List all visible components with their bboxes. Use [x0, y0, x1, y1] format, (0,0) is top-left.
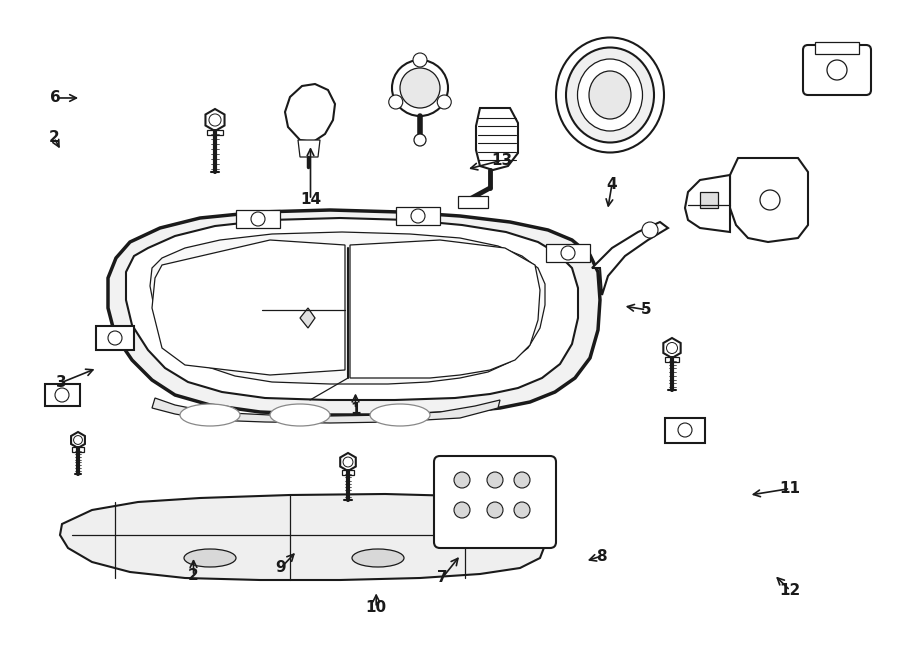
Polygon shape: [700, 192, 718, 208]
Text: 5: 5: [641, 303, 652, 317]
FancyBboxPatch shape: [803, 45, 871, 95]
Text: 9: 9: [275, 561, 286, 575]
Bar: [236, 210, 280, 228]
Polygon shape: [685, 175, 730, 232]
Polygon shape: [150, 232, 545, 384]
Circle shape: [411, 209, 425, 223]
FancyBboxPatch shape: [434, 456, 556, 548]
Text: 2: 2: [49, 130, 59, 145]
Circle shape: [642, 222, 658, 238]
Polygon shape: [285, 84, 335, 142]
Text: 13: 13: [491, 153, 513, 167]
Text: 4: 4: [607, 177, 617, 191]
Bar: [546, 244, 590, 262]
Circle shape: [454, 472, 470, 488]
Circle shape: [343, 457, 353, 467]
Circle shape: [108, 331, 122, 345]
Ellipse shape: [180, 404, 240, 426]
Bar: [665, 357, 679, 362]
Polygon shape: [152, 398, 500, 423]
Circle shape: [74, 436, 83, 444]
Polygon shape: [152, 240, 345, 375]
Polygon shape: [205, 109, 224, 131]
Circle shape: [437, 95, 451, 109]
Bar: [396, 207, 440, 225]
Text: 11: 11: [779, 481, 801, 496]
Polygon shape: [71, 432, 85, 448]
Ellipse shape: [270, 404, 330, 426]
Circle shape: [827, 60, 847, 80]
Text: 7: 7: [437, 570, 448, 585]
Polygon shape: [126, 218, 578, 400]
Polygon shape: [592, 222, 668, 295]
Bar: [665, 418, 705, 442]
Bar: [72, 448, 84, 452]
Text: 3: 3: [56, 375, 67, 390]
Bar: [44, 384, 79, 406]
Circle shape: [667, 342, 678, 354]
Circle shape: [514, 502, 530, 518]
Text: 14: 14: [300, 193, 321, 207]
Polygon shape: [300, 308, 315, 328]
Circle shape: [55, 388, 69, 402]
Polygon shape: [730, 158, 808, 242]
Text: 8: 8: [596, 549, 607, 563]
Bar: [458, 196, 488, 208]
Ellipse shape: [184, 549, 236, 567]
Circle shape: [514, 472, 530, 488]
Ellipse shape: [556, 38, 664, 152]
Polygon shape: [340, 453, 356, 471]
Polygon shape: [476, 108, 518, 170]
Polygon shape: [663, 338, 680, 358]
Circle shape: [414, 134, 426, 146]
Circle shape: [487, 502, 503, 518]
Ellipse shape: [589, 71, 631, 119]
Polygon shape: [60, 494, 545, 580]
Circle shape: [454, 502, 470, 518]
Polygon shape: [108, 210, 600, 415]
Circle shape: [760, 190, 780, 210]
Circle shape: [561, 246, 575, 260]
Bar: [815, 42, 859, 54]
Bar: [96, 326, 134, 350]
Text: 6: 6: [50, 91, 61, 105]
Ellipse shape: [566, 48, 654, 142]
Ellipse shape: [370, 404, 430, 426]
Circle shape: [209, 114, 221, 126]
Circle shape: [678, 423, 692, 437]
Ellipse shape: [578, 59, 643, 131]
Bar: [207, 130, 222, 135]
Circle shape: [487, 472, 503, 488]
Polygon shape: [298, 140, 320, 157]
Text: 12: 12: [779, 583, 801, 598]
Text: 10: 10: [365, 600, 387, 615]
Ellipse shape: [352, 549, 404, 567]
Circle shape: [400, 68, 440, 108]
Text: 1: 1: [350, 402, 361, 416]
Circle shape: [413, 53, 427, 67]
Circle shape: [389, 95, 403, 109]
Bar: [342, 470, 355, 475]
Text: 2: 2: [188, 569, 199, 583]
Circle shape: [392, 60, 448, 116]
Circle shape: [251, 212, 265, 226]
Polygon shape: [350, 240, 540, 378]
